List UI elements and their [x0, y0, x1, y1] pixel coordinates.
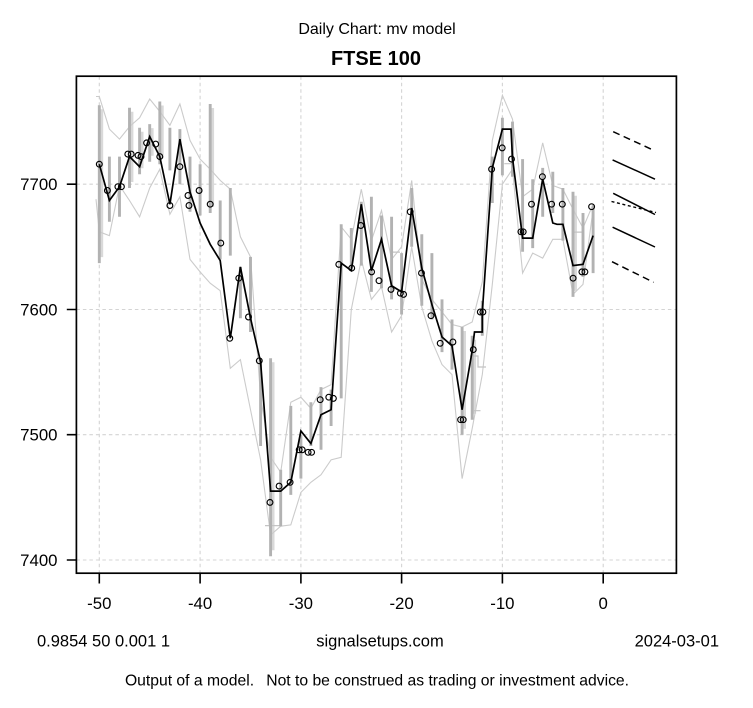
svg-text:7500: 7500 [20, 426, 57, 445]
svg-text:signalsetups.com: signalsetups.com [316, 633, 443, 651]
svg-text:Daily Chart: mv model: Daily Chart: mv model [298, 21, 455, 38]
svg-text:FTSE 100: FTSE 100 [331, 48, 421, 70]
svg-text:-40: -40 [188, 594, 212, 613]
svg-text:7400: 7400 [20, 551, 57, 570]
svg-text:Output of a model. Not to be: Output of a model. Not to be construed a… [125, 673, 629, 690]
svg-text:0.9854 50 0.001 1: 0.9854 50 0.001 1 [37, 633, 170, 651]
svg-text:-30: -30 [289, 594, 313, 613]
svg-text:-50: -50 [87, 594, 111, 613]
svg-text:7700: 7700 [20, 175, 57, 194]
svg-text:7600: 7600 [20, 301, 57, 320]
svg-text:-10: -10 [490, 594, 514, 613]
svg-text:-20: -20 [389, 594, 413, 613]
svg-text:0: 0 [599, 594, 608, 613]
svg-text:2024-03-01: 2024-03-01 [635, 633, 719, 651]
